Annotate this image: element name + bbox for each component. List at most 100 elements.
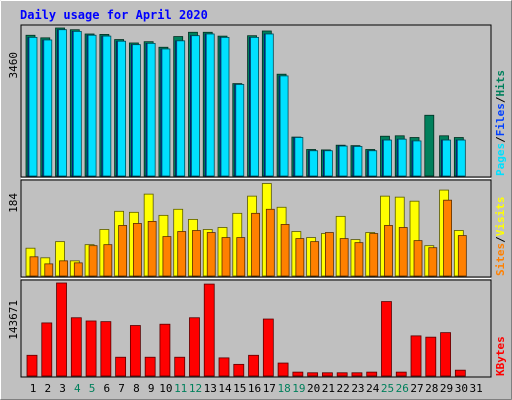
bar-pages-day-4	[72, 31, 82, 177]
bar-kbytes-day-16	[248, 354, 259, 377]
xtick-day-6: 6	[104, 382, 111, 395]
bar-pages-day-9	[146, 42, 156, 177]
bar-kbytes-day-2	[41, 322, 53, 377]
bar-pages-day-19	[294, 137, 304, 177]
bar-sites-day-4	[73, 262, 83, 277]
bar-pages-day-22	[338, 145, 348, 177]
bar-pages-day-17	[264, 33, 274, 177]
bar-pages-day-1	[28, 37, 38, 177]
bar-hits-day-28	[424, 114, 435, 177]
bar-kbytes-day-28	[425, 336, 437, 377]
bar-pages-day-7	[117, 40, 127, 177]
xtick-day-16: 16	[248, 382, 261, 395]
bar-kbytes-day-27	[410, 335, 422, 377]
bar-kbytes-day-8	[129, 325, 141, 377]
bar-pages-day-18	[279, 75, 289, 177]
bar-kbytes-day-30	[454, 369, 466, 377]
bar-pages-day-14	[220, 37, 230, 177]
xtick-day-1: 1	[30, 382, 37, 395]
xtick-day-13: 13	[204, 382, 217, 395]
legend-hits: Hits	[494, 70, 507, 97]
xtick-day-27: 27	[410, 382, 423, 395]
xtick-day-31: 31	[469, 382, 482, 395]
xtick-day-12: 12	[189, 382, 202, 395]
legend-top: Pages/Files/Hits	[494, 70, 507, 176]
bar-kbytes-day-23	[351, 372, 363, 377]
bar-kbytes-day-4	[70, 317, 82, 377]
bar-sites-day-17	[265, 208, 275, 277]
legend-visits: Visits	[494, 197, 507, 237]
xtick-day-29: 29	[440, 382, 453, 395]
bar-pages-day-3	[58, 29, 67, 177]
legend-pages: Pages	[494, 143, 507, 176]
bar-kbytes-day-9	[144, 356, 156, 377]
xtick-day-10: 10	[159, 382, 172, 395]
legend-middle: Sites/Visits	[494, 197, 507, 277]
bar-kbytes-day-13	[203, 283, 215, 377]
xtick-day-30: 30	[455, 382, 468, 395]
xtick-day-19: 19	[292, 382, 305, 395]
bar-kbytes-day-29	[440, 332, 451, 377]
bar-kbytes-day-11	[174, 356, 186, 377]
bar-kbytes-day-20	[307, 372, 319, 377]
xtick-day-18: 18	[277, 382, 290, 395]
bar-sites-day-20	[310, 241, 320, 277]
bar-pages-day-24	[368, 150, 378, 177]
ytick-middle: 184	[7, 193, 20, 213]
bar-kbytes-day-6	[100, 321, 112, 377]
bar-kbytes-day-12	[189, 317, 200, 377]
bar-pages-day-27	[412, 140, 422, 177]
bar-sites-day-25	[384, 225, 393, 277]
xtick-day-24: 24	[366, 382, 380, 395]
bar-sites-day-3	[59, 260, 68, 277]
bar-sites-day-5	[88, 245, 98, 277]
xtick-day-22: 22	[337, 382, 350, 395]
legend-kbytes: KBytes	[494, 336, 507, 376]
bar-sites-day-10	[162, 236, 172, 277]
bar-kbytes-day-26	[395, 371, 407, 377]
bar-sites-day-14	[221, 237, 231, 277]
bar-sites-day-22	[339, 238, 349, 277]
bar-sites-day-18	[280, 224, 290, 277]
xtick-day-14: 14	[218, 382, 232, 395]
legend-sites: Sites	[494, 243, 507, 276]
bar-kbytes-day-19	[292, 371, 304, 377]
bar-sites-day-6	[103, 244, 113, 277]
bar-kbytes-day-22	[336, 372, 348, 377]
xtick-day-20: 20	[307, 382, 320, 395]
xtick-day-7: 7	[118, 382, 125, 395]
bar-pages-day-26	[397, 138, 407, 177]
bar-sites-day-2	[44, 263, 54, 277]
xtick-day-15: 15	[233, 382, 246, 395]
bar-pages-day-12	[191, 35, 200, 177]
bar-sites-day-24	[369, 233, 379, 277]
chart-marks: 3460Pages/Files/Hits184Sites/Visits14367…	[7, 27, 507, 395]
xtick-day-28: 28	[425, 382, 438, 395]
bar-pages-day-30	[456, 139, 466, 177]
bar-pages-day-25	[383, 139, 392, 177]
bar-kbytes-day-14	[218, 357, 230, 377]
bar-sites-day-1	[29, 256, 39, 277]
bar-sites-day-16	[251, 212, 260, 277]
bar-sites-day-29	[443, 199, 452, 277]
ytick-bottom: 143671	[7, 300, 20, 340]
bar-sites-day-28	[428, 247, 438, 277]
bar-kbytes-day-25	[381, 301, 392, 377]
bar-kbytes-day-10	[159, 323, 171, 377]
xtick-day-25: 25	[381, 382, 394, 395]
bar-pages-day-8	[131, 44, 141, 177]
bar-kbytes-day-7	[115, 356, 127, 377]
bar-pages-day-2	[43, 39, 53, 177]
bar-kbytes-day-18	[277, 362, 289, 377]
bar-kbytes-day-17	[262, 318, 274, 377]
legend-separator: /	[494, 96, 507, 103]
bar-sites-day-7	[118, 225, 128, 277]
bar-pages-day-10	[161, 48, 171, 177]
bar-sites-day-13	[206, 232, 216, 277]
bar-pages-day-6	[102, 35, 112, 177]
bar-sites-day-26	[398, 227, 408, 277]
xtick-day-21: 21	[322, 382, 335, 395]
chart-title: Daily usage for April 2020	[20, 8, 208, 22]
xtick-day-17: 17	[263, 382, 276, 395]
bar-pages-day-23	[353, 146, 363, 177]
